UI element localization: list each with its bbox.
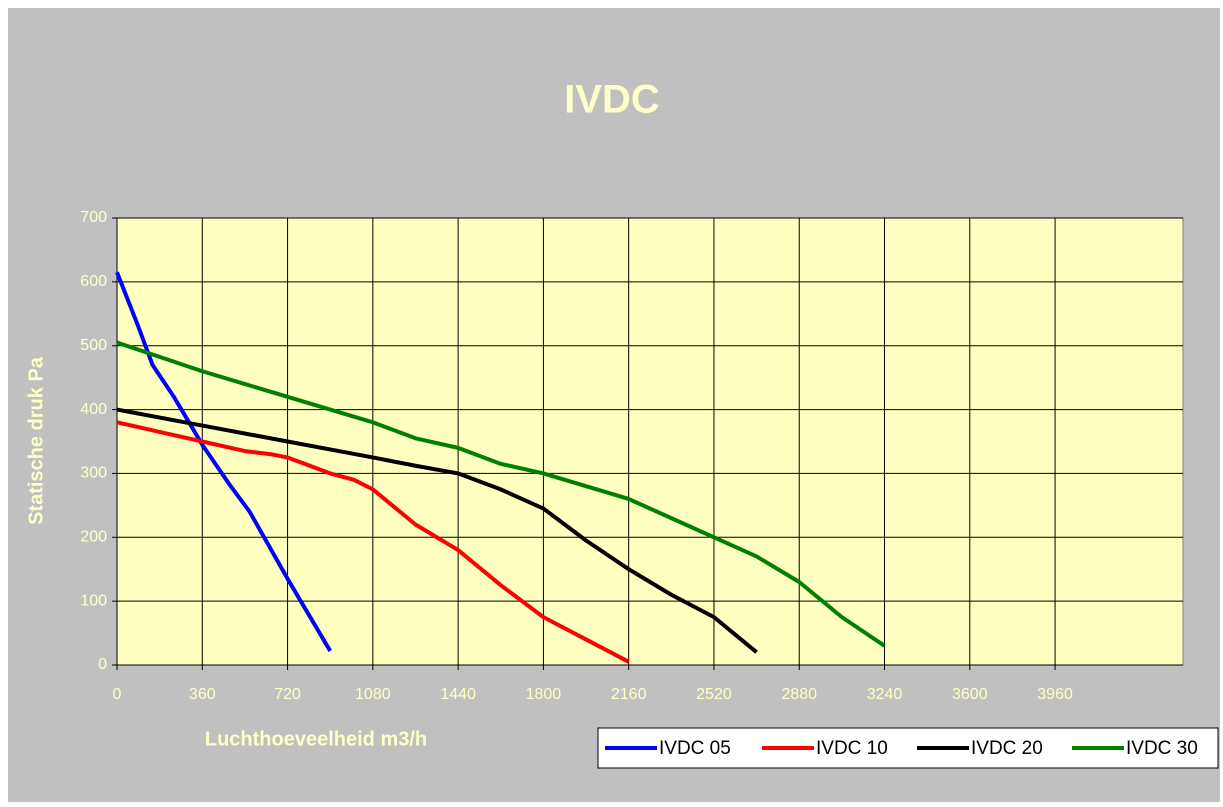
chart-title: IVDC <box>564 78 660 122</box>
x-tick-label: 3960 <box>1037 686 1073 703</box>
series-line <box>116 407 758 654</box>
series-line <box>115 271 332 652</box>
x-tick-label: 3600 <box>952 686 988 703</box>
y-tick-label: 400 <box>80 401 107 418</box>
x-tick-label: 3240 <box>867 686 903 703</box>
y-tick-label: 700 <box>80 209 107 226</box>
legend-label: IVDC 20 <box>971 738 1043 759</box>
x-tick-label: 2520 <box>696 686 732 703</box>
y-tick-label: 200 <box>80 529 107 546</box>
x-tick-label: 1080 <box>355 686 391 703</box>
y-tick-label: 600 <box>80 273 107 290</box>
series-line <box>116 340 886 648</box>
legend-label: IVDC 05 <box>659 738 731 759</box>
legend-label: IVDC 10 <box>816 738 888 759</box>
x-tick-label: 0 <box>113 686 122 703</box>
x-axis-label: Luchthoeveelheid m3/h <box>205 728 427 750</box>
x-tick-label: 360 <box>189 686 216 703</box>
x-tick-label: 1440 <box>440 686 476 703</box>
x-tick-label: 720 <box>274 686 301 703</box>
y-tick-label: 500 <box>80 337 107 354</box>
y-tick-label: 0 <box>98 656 107 673</box>
legend-label: IVDC 30 <box>1126 738 1198 759</box>
x-tick-label: 2160 <box>611 686 647 703</box>
series-line <box>116 420 630 664</box>
x-tick-label: 2880 <box>781 686 817 703</box>
y-tick-label: 300 <box>80 465 107 482</box>
y-axis-label: Statische druk Pa <box>25 356 47 525</box>
y-tick-label: 100 <box>80 592 107 609</box>
x-tick-label: 1800 <box>526 686 562 703</box>
